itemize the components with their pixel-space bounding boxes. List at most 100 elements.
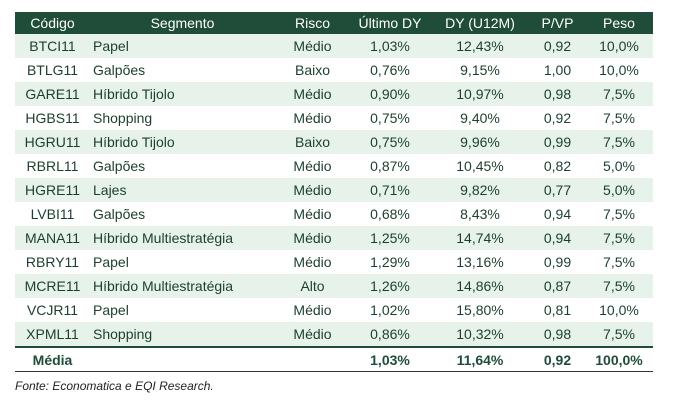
table-cell: RBRL11 <box>26 158 79 174</box>
header-cell: Último DY <box>350 12 430 34</box>
table-cell: Baixo <box>294 62 331 78</box>
table-cell: XPML11 <box>15 322 90 347</box>
table-cell: 12,43% <box>430 34 530 58</box>
table-cell: Papel <box>93 254 129 270</box>
table-cell: RBRY11 <box>25 254 80 270</box>
table-cell: 1,00 <box>543 62 572 78</box>
table-cell: 0,86% <box>350 322 430 347</box>
header-cell: Segmento <box>90 12 275 34</box>
table-cell: 0,75% <box>350 130 430 154</box>
table-cell: 7,5% <box>585 322 653 347</box>
header-cell: P/VP <box>530 12 585 34</box>
table-cell: MANA11 <box>15 226 90 250</box>
footer-row: Média 1,03% 11,64% 0,92 100,0% <box>15 346 653 372</box>
table-cell: Papel <box>90 34 275 58</box>
table-cell: 14,74% <box>430 226 530 250</box>
table-container: Código Segmento Risco Último DY DY (U12M) P/V… <box>15 12 653 372</box>
table-cell: 1,25% <box>350 226 430 250</box>
footer-empty <box>90 346 275 372</box>
table-cell: 10,32% <box>430 322 530 347</box>
table-cell: 7,5% <box>603 206 635 222</box>
table-cell: 0,82 <box>543 158 572 174</box>
table-cell: 9,15% <box>460 62 500 78</box>
table-cell: Médio <box>293 206 332 222</box>
table-cell: 0,71% <box>350 178 430 202</box>
table-cell: 0,99 <box>543 254 572 270</box>
table-cell: Médio <box>275 178 350 202</box>
table-cell: 8,43% <box>460 206 500 222</box>
table-cell: Galpões <box>93 62 146 78</box>
table-cell: 0,94 <box>543 206 572 222</box>
table-cell: HGRU11 <box>15 130 90 154</box>
header-cell: Código <box>15 12 90 34</box>
table-cell: 9,96% <box>430 130 530 154</box>
table-cell: 1,03% <box>350 34 430 58</box>
table-cell: Médio <box>293 110 332 126</box>
footer-label: Média <box>15 346 90 372</box>
table-cell: 7,5% <box>585 226 653 250</box>
table-cell: LVBI11 <box>30 206 75 222</box>
table-cell: Médio <box>293 302 332 318</box>
table-cell: 9,40% <box>460 110 500 126</box>
table-cell: GARE11 <box>15 82 90 106</box>
source-note: Fonte: Economatica e EQI Research. <box>15 379 214 393</box>
header-cell: Risco <box>275 12 350 34</box>
table-cell: 9,82% <box>430 178 530 202</box>
table-row: RBRY11 Papel Médio 1,29% 13,16% 0,99 7,5% <box>15 250 653 274</box>
table-cell: 10,0% <box>599 62 639 78</box>
table-cell: 0,76% <box>370 62 410 78</box>
table-row: VCJR11 Papel Médio 1,02% 15,80% 0,81 10,0% <box>15 298 653 322</box>
table-cell: Médio <box>293 254 332 270</box>
table-row: BTCI11 Papel Médio 1,03% 12,43% 0,92 10,0% <box>15 34 653 58</box>
table-cell: BTLG11 <box>26 62 79 78</box>
table-cell: 0,99 <box>530 130 585 154</box>
table-cell: Híbrido Multiestratégia <box>90 274 275 298</box>
table-row: MCRE11 Híbrido Multiestratégia Alto 1,26% 14… <box>15 274 653 298</box>
table-cell: Híbrido Tijolo <box>90 130 275 154</box>
table-cell: 0,90% <box>350 82 430 106</box>
footer-cell: 1,03% <box>350 346 430 372</box>
table-cell: 0,77 <box>530 178 585 202</box>
header-row: Código Segmento Risco Último DY DY (U12M) P/V… <box>15 12 653 34</box>
table-cell: 15,80% <box>456 302 504 318</box>
table-cell: Híbrido Tijolo <box>90 82 275 106</box>
fund-table: Código Segmento Risco Último DY DY (U12M) P/V… <box>15 12 653 372</box>
table-cell: Galpões <box>93 206 146 222</box>
table-cell: Shopping <box>93 110 153 126</box>
footer-cell: 0,92 <box>530 346 585 372</box>
table-cell: 14,86% <box>430 274 530 298</box>
table-cell: 0,87% <box>370 158 410 174</box>
table-cell: 10,45% <box>456 158 504 174</box>
table-cell: 0,98 <box>530 322 585 347</box>
header-cell: DY (U12M) <box>430 12 530 34</box>
footer-cell: 11,64% <box>430 346 530 372</box>
table-cell: Alto <box>275 274 350 298</box>
table-row: BTLG11 Galpões Baixo 0,76% 9,15% 1,00 10,0% <box>15 58 653 82</box>
table-cell: Médio <box>275 82 350 106</box>
table-row: HGRE11 Lajes Médio 0,71% 9,82% 0,77 5,0% <box>15 178 653 202</box>
table-cell: VCJR11 <box>26 302 79 318</box>
table-cell: 7,5% <box>603 110 635 126</box>
table-cell: MCRE11 <box>15 274 90 298</box>
table-cell: 0,92 <box>543 110 572 126</box>
footer-cell: 100,0% <box>585 346 653 372</box>
footer-empty <box>275 346 350 372</box>
table-cell: 0,81 <box>543 302 572 318</box>
table-row: XPML11 Shopping Médio 0,86% 10,32% 0,98 7,5% <box>15 322 653 347</box>
table-cell: Médio <box>293 158 332 174</box>
table-cell: 7,5% <box>603 254 635 270</box>
table-cell: Médio <box>275 322 350 347</box>
table-cell: 1,26% <box>350 274 430 298</box>
table-cell: 1,02% <box>370 302 410 318</box>
table-cell: Papel <box>93 302 129 318</box>
table-cell: 1,29% <box>370 254 410 270</box>
table-cell: BTCI11 <box>15 34 90 58</box>
table-row: GARE11 Híbrido Tijolo Médio 0,90% 10,97% 0,98… <box>15 82 653 106</box>
table-cell: Lajes <box>90 178 275 202</box>
table-cell: Médio <box>275 226 350 250</box>
table-cell: 5,0% <box>585 178 653 202</box>
table-cell: 7,5% <box>585 82 653 106</box>
table-row: HGRU11 Híbrido Tijolo Baixo 0,75% 9,96% 0,99 7… <box>15 130 653 154</box>
table-cell: Baixo <box>275 130 350 154</box>
header-cell: Peso <box>585 12 653 34</box>
